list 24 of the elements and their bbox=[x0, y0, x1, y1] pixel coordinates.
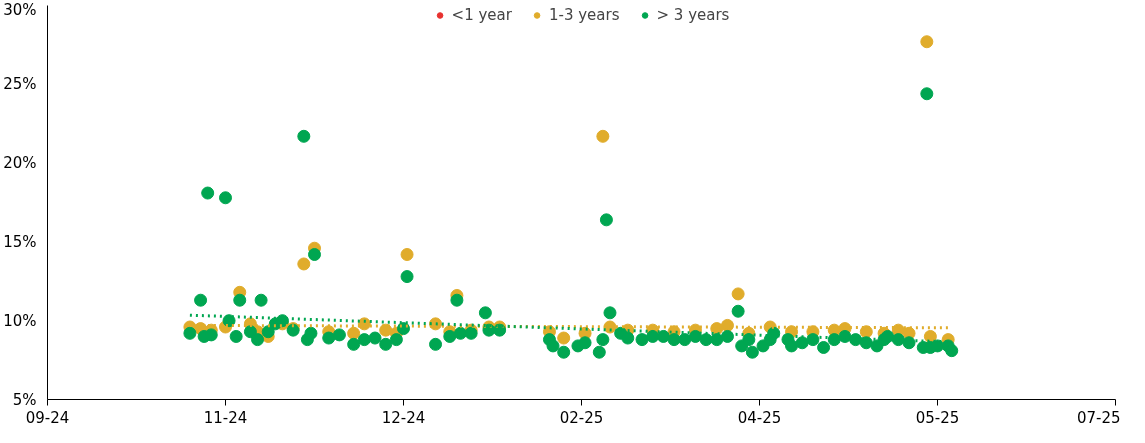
x-tick-label: 11-24 bbox=[203, 408, 248, 427]
x-tick-label: 02-25 bbox=[559, 408, 604, 427]
legend-label: 1-3 years bbox=[548, 6, 620, 24]
x-tick-label: 12-24 bbox=[381, 408, 426, 427]
point bbox=[920, 35, 934, 49]
point bbox=[297, 257, 311, 271]
legend-label: > 3 years bbox=[656, 6, 730, 24]
y-tick-label: 20% bbox=[3, 154, 37, 173]
x-tick-label: 09-24 bbox=[25, 408, 70, 427]
point bbox=[596, 129, 610, 143]
y-tick-label: 25% bbox=[3, 75, 37, 94]
x-tick-label: 05-25 bbox=[915, 408, 960, 427]
point bbox=[347, 326, 361, 340]
x-tick-label: 07-25 bbox=[1076, 408, 1121, 427]
y-tick-label: 30% bbox=[3, 0, 37, 19]
y-tick-label: 5% bbox=[12, 390, 37, 409]
y-tick-label: 10% bbox=[3, 311, 37, 330]
point bbox=[731, 287, 745, 301]
y-tick-label: 15% bbox=[3, 232, 37, 251]
point bbox=[400, 248, 414, 261]
point bbox=[557, 331, 571, 345]
legend-label: <1 year bbox=[451, 6, 512, 24]
point bbox=[923, 329, 937, 343]
x-tick-label: 04-25 bbox=[737, 408, 782, 427]
